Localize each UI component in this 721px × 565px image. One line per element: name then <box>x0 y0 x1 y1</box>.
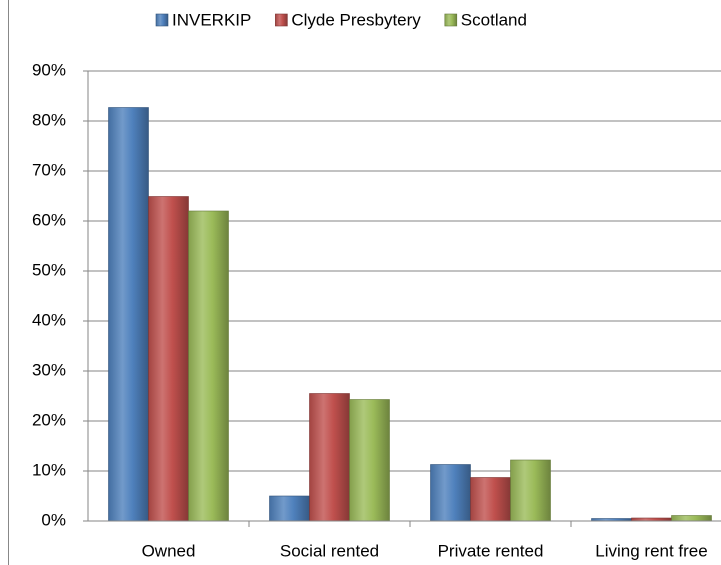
legend-swatch <box>275 13 288 27</box>
bar <box>188 210 229 522</box>
legend-label: INVERKIP <box>172 10 251 29</box>
y-tick-label: 10% <box>32 460 66 479</box>
bar <box>671 515 712 522</box>
bar <box>349 399 390 522</box>
y-tick-label: 20% <box>32 410 66 429</box>
bar <box>510 459 551 522</box>
bar <box>430 464 471 522</box>
bar <box>108 107 149 522</box>
y-tick-label: 70% <box>32 160 66 179</box>
y-tick-label: 80% <box>32 110 66 129</box>
bar <box>309 393 350 522</box>
bar <box>470 477 511 522</box>
legend: INVERKIP Clyde Presbytery Scotland <box>155 10 527 29</box>
legend-swatch <box>155 13 169 27</box>
y-tick-label: 0% <box>41 510 66 529</box>
x-tick-label: Private rented <box>438 541 544 560</box>
legend-label: Clyde Presbytery <box>291 10 421 29</box>
bar <box>148 196 189 522</box>
y-tick-label: 90% <box>32 60 66 79</box>
legend-swatch <box>444 13 458 27</box>
x-tick-label: Owned <box>142 541 196 560</box>
y-tick-label: 40% <box>32 310 66 329</box>
y-tick-label: 60% <box>32 210 66 229</box>
y-tick-label: 30% <box>32 360 66 379</box>
legend-label: Scotland <box>461 10 527 29</box>
y-tick-label: 50% <box>32 260 66 279</box>
x-tick-label: Living rent free <box>595 541 707 560</box>
bar <box>269 495 310 522</box>
x-tick-label: Social rented <box>280 541 379 560</box>
